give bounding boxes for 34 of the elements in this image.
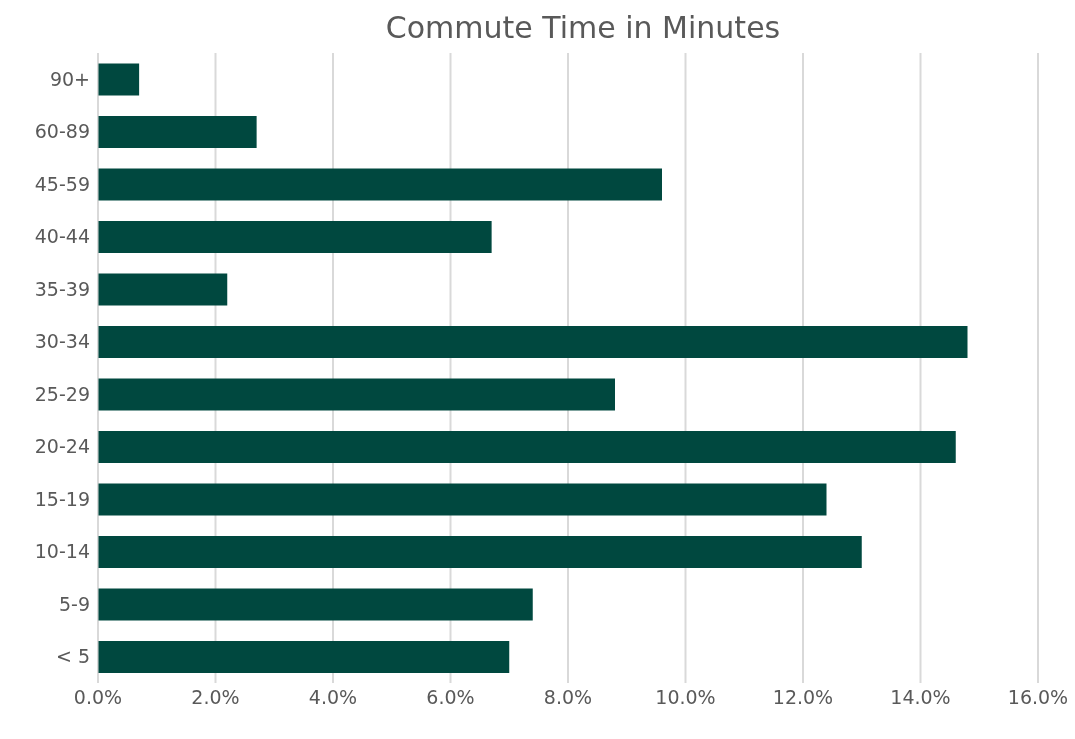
- bar: [98, 431, 956, 463]
- x-tick-label: 6.0%: [426, 686, 475, 709]
- bar: [98, 378, 615, 411]
- bar: [98, 536, 862, 568]
- y-tick-label: 5-9: [58, 592, 90, 615]
- y-tick-label: 40-44: [34, 225, 90, 248]
- bar: [98, 116, 257, 148]
- y-tick-label: < 5: [55, 645, 90, 668]
- y-tick-label: 30-34: [34, 330, 90, 353]
- y-tick-label: 45-59: [34, 172, 90, 195]
- y-tick-label: 15-19: [34, 487, 90, 510]
- bar: [98, 273, 228, 306]
- x-tick-label: 12.0%: [772, 686, 834, 709]
- y-tick-label: 35-39: [34, 277, 90, 300]
- x-tick-label: 10.0%: [655, 686, 716, 709]
- y-tick-label: 25-29: [34, 382, 90, 405]
- bar: [98, 63, 140, 96]
- x-tick-label: 8.0%: [543, 686, 593, 709]
- bar: [98, 326, 968, 358]
- y-tick-label: 90+: [49, 67, 90, 90]
- y-tick-label: 10-14: [34, 540, 90, 563]
- x-tick-label: 14.0%: [890, 686, 951, 709]
- x-tick-label: 16.0%: [1007, 686, 1069, 709]
- bar: [98, 221, 492, 253]
- bar: [98, 168, 662, 201]
- bar: [98, 483, 827, 516]
- x-tick-label: 2.0%: [191, 686, 240, 709]
- x-tick-label: 0.0%: [73, 686, 123, 709]
- bar: [98, 641, 510, 673]
- y-tick-label: 60-89: [34, 120, 90, 143]
- x-tick-label: 4.0%: [308, 686, 358, 709]
- y-tick-label: 20-24: [34, 435, 90, 458]
- bar: [98, 588, 533, 621]
- chart-title: Commute Time in Minutes: [384, 9, 782, 47]
